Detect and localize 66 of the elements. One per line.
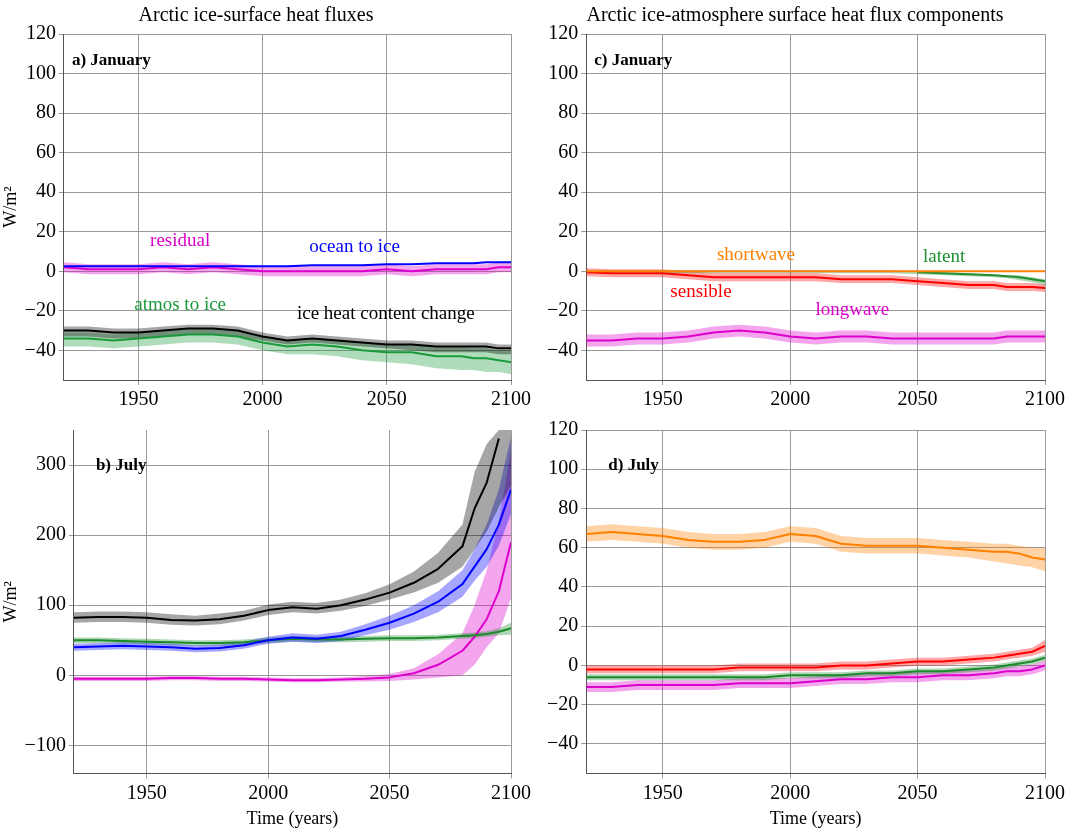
y-tick-label: 60 (35, 139, 56, 162)
y-tick-label: 60 (558, 139, 579, 162)
annotation: a) January (71, 50, 152, 70)
y-tick-label: 20 (35, 218, 56, 241)
y-tick-label: 120 (548, 21, 579, 44)
x-tick-label: 1950 (642, 780, 683, 803)
y-tick-label: 100 (35, 592, 66, 615)
x-tick-label: 2100 (1025, 780, 1065, 803)
x-tick-label: 2000 (770, 387, 811, 410)
y-axis-title: W/m² (0, 581, 20, 623)
x-tick-label: 2050 (897, 387, 938, 410)
y-tick-label: −20 (24, 298, 56, 321)
x-axis-title: Time (years) (246, 807, 339, 829)
y-tick-label: 80 (558, 100, 579, 123)
y-tick-label: 120 (548, 417, 579, 440)
series-label: longwave (815, 298, 890, 320)
y-tick-label: −20 (547, 298, 579, 321)
y-tick-label: 20 (558, 613, 579, 636)
x-tick-label: 2050 (369, 780, 410, 803)
x-tick-label: 2050 (366, 387, 407, 410)
series-label: ice heat content change (296, 302, 475, 324)
y-tick-label: 100 (25, 60, 56, 83)
x-tick-label: 2100 (491, 387, 531, 410)
x-tick-label: 2000 (248, 780, 289, 803)
y-tick-label: 40 (558, 574, 579, 597)
series-label: residual (150, 228, 211, 250)
x-tick-label: 2100 (491, 780, 531, 803)
y-tick-label: 40 (35, 179, 56, 202)
y-tick-label: 0 (568, 258, 579, 281)
y-tick-label: 0 (45, 258, 56, 281)
x-tick-label: 2000 (242, 387, 283, 410)
x-tick-label: 1950 (118, 387, 159, 410)
x-tick-label: 1950 (642, 387, 683, 410)
y-tick-label: 100 (548, 60, 579, 83)
y-tick-label: 120 (25, 21, 56, 44)
y-tick-label: 100 (548, 456, 579, 479)
chart-title: Arctic ice-surface heat fluxes (138, 3, 374, 26)
annotation: c) January (594, 50, 673, 70)
x-axis-title: Time (years) (769, 807, 862, 829)
series-label: sensible (670, 280, 732, 302)
x-tick-label: 1950 (126, 780, 167, 803)
y-tick-label: −20 (547, 691, 579, 714)
annotation: b) July (95, 455, 147, 475)
annotation: d) July (608, 455, 660, 475)
y-tick-label: 60 (558, 534, 579, 557)
y-tick-label: 20 (558, 218, 579, 241)
y-tick-label: 80 (35, 100, 56, 123)
y-tick-label: 80 (558, 495, 579, 518)
series-label: latent (922, 245, 966, 267)
y-tick-label: −40 (24, 337, 56, 360)
x-tick-label: 2050 (897, 780, 938, 803)
y-tick-label: −40 (547, 731, 579, 754)
y-tick-label: 40 (558, 179, 579, 202)
chart-title: Arctic ice-atmosphere surface heat flux components (586, 3, 1004, 27)
y-tick-label: 200 (35, 522, 66, 545)
series-label: shortwave (716, 243, 796, 265)
y-tick-label: 0 (55, 662, 66, 685)
y-axis-title: W/m² (0, 186, 20, 228)
series-label: atmos to ice (134, 293, 227, 315)
series-label: ocean to ice (309, 235, 400, 257)
y-tick-label: 300 (35, 452, 66, 475)
y-tick-label: 0 (568, 652, 579, 675)
y-tick-label: −100 (24, 732, 66, 755)
x-tick-label: 2100 (1025, 387, 1065, 410)
x-tick-label: 2000 (770, 780, 811, 803)
y-tick-label: −40 (547, 337, 579, 360)
